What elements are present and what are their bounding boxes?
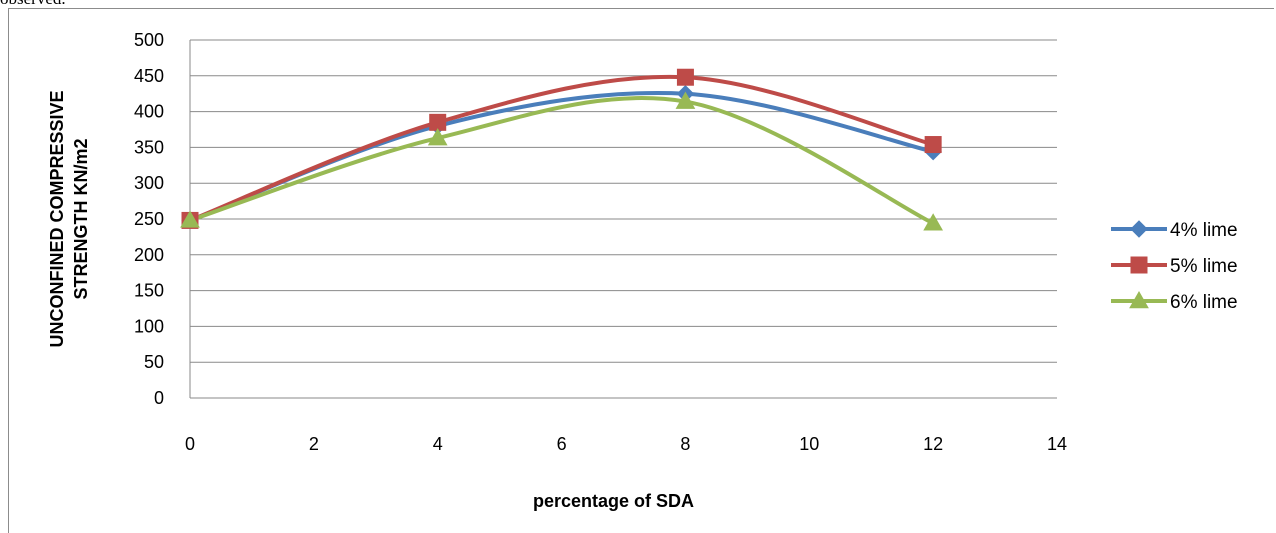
legend-marker: [1130, 256, 1148, 274]
data-point-6pct-lime: [675, 91, 696, 109]
caption-fragment: observed.: [0, 0, 66, 9]
x-tick-label: 6: [557, 434, 567, 454]
y-tick-label: 350: [134, 137, 164, 157]
series-line-5pct-lime: [188, 74, 936, 223]
y-axis-title: UNCONFINED COMPRESSIVE STRENGTH KN/m2: [47, 90, 91, 347]
x-tick-label: 14: [1047, 434, 1067, 454]
y-tick-label: 300: [134, 173, 164, 193]
y-tick-label: 150: [134, 281, 164, 301]
x-tick-label: 10: [799, 434, 819, 454]
y-tick-label: 50: [144, 352, 164, 372]
legend-label: 6% lime: [1170, 292, 1238, 313]
legend-label: 4% lime: [1170, 220, 1238, 241]
y-tick-label: 500: [134, 30, 164, 50]
data-point-5pct-lime: [924, 136, 942, 154]
y-tick-label: 100: [134, 316, 164, 336]
data-point-5pct-lime: [676, 68, 694, 86]
y-tick-label: 250: [134, 209, 164, 229]
grid-lines: [190, 39, 1057, 363]
legend-item-6pct-lime: 6% lime: [1111, 290, 1238, 313]
legend-marker: [1130, 220, 1148, 238]
y-tick-label: 450: [134, 66, 164, 86]
data-point-6pct-lime: [427, 128, 448, 146]
x-tick-label: 12: [923, 434, 943, 454]
x-axis-title: percentage of SDA: [533, 491, 694, 511]
legend-item-5pct-lime: 5% lime: [1111, 256, 1238, 277]
data-point-5pct-lime: [429, 113, 447, 131]
data-point-6pct-lime: [180, 210, 200, 228]
legend-marker: [1129, 290, 1149, 309]
x-tick-label: 4: [433, 434, 443, 454]
y-axis-title-line: UNCONFINED COMPRESSIVE: [47, 90, 67, 347]
series-markers: [180, 68, 944, 231]
chart-frame: [8, 8, 1274, 533]
series-lines: [188, 74, 936, 226]
y-tick-label: 0: [154, 388, 164, 408]
x-tick-label: 2: [309, 434, 319, 454]
legend-label: 5% lime: [1170, 256, 1238, 277]
x-tick-label: 8: [680, 434, 690, 454]
legend-item-4pct-lime: 4% lime: [1111, 220, 1238, 241]
axis-labels: 0 50 100 150 200 250 300 350 400 450 500 0 2 4 6 8 10 12 1…: [47, 30, 1067, 511]
x-tick-label: 0: [185, 434, 195, 454]
y-axis-title-line: STRENGTH KN/m2: [71, 138, 91, 299]
data-point-6pct-lime: [923, 213, 944, 231]
y-tick-label: 400: [134, 102, 164, 122]
legend: 4% lime 5% lime 6% lime: [1111, 220, 1238, 313]
y-tick-label: 200: [134, 245, 164, 265]
series-line-6pct-lime: [188, 95, 936, 226]
